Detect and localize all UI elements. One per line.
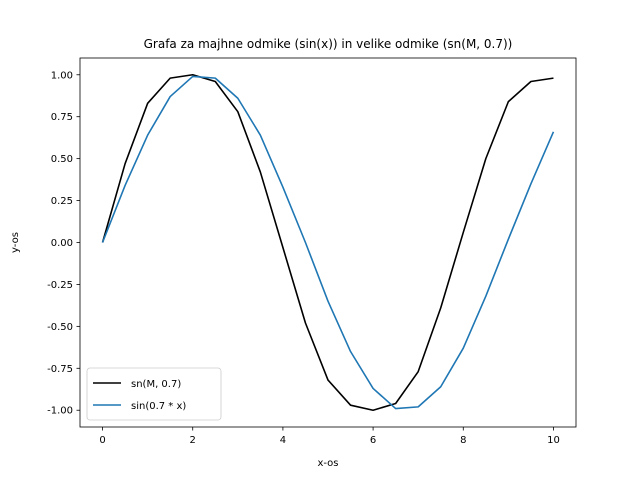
x-tick-label: 6 [370, 435, 376, 446]
x-tick-label: 10 [547, 435, 560, 446]
y-tick-label: 0.00 [51, 238, 73, 249]
chart-title: Grafa za majhne odmike (sin(x)) in velik… [144, 37, 513, 51]
series-line-2 [101, 75, 555, 410]
legend-label-1: sn(M, 0.7) [131, 379, 181, 390]
y-tick-label: -1.00 [47, 406, 73, 417]
y-tick-label: 0.25 [51, 196, 73, 207]
y-tick-label: -0.25 [47, 280, 73, 291]
y-tick-label: 0.75 [51, 112, 73, 123]
x-tick-label: 0 [99, 435, 105, 446]
y-tick-label: -0.50 [47, 322, 73, 333]
x-tick-label: 2 [190, 435, 196, 446]
y-tick-label: 1.00 [51, 70, 73, 81]
series-line-1 [101, 73, 554, 412]
legend-box [86, 367, 222, 421]
x-tick-label: 8 [460, 435, 466, 446]
y-axis-label: y-os [10, 232, 21, 253]
y-tick-label: -0.75 [47, 364, 73, 375]
x-tick-label: 4 [280, 435, 286, 446]
legend-label-2: sin(0.7 * x) [131, 401, 186, 412]
x-axis-label: x-os [317, 458, 338, 469]
y-tick-label: 0.50 [51, 154, 73, 165]
